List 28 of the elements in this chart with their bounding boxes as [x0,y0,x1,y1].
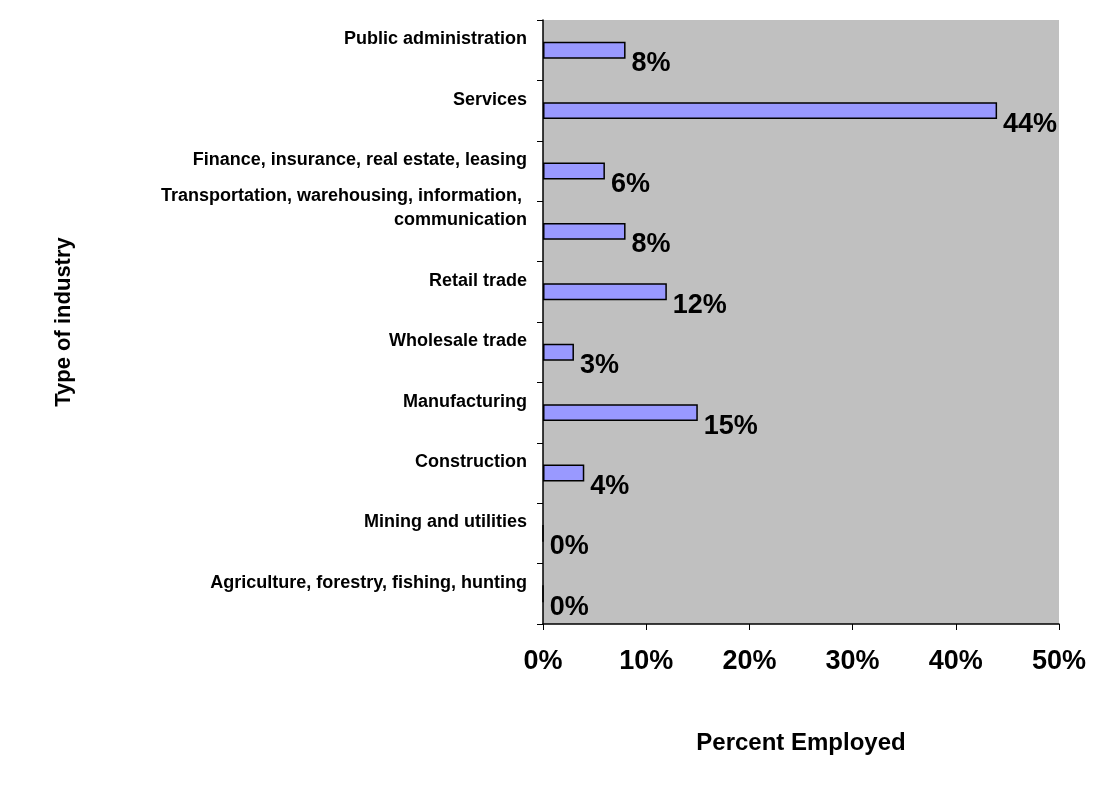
y-tick-label: Services [452,88,527,109]
data-label: 44% [1003,107,1058,138]
x-tick-label: 30% [825,644,880,675]
x-tick-label: 10% [619,644,674,675]
y-tick-label: Manufacturing [403,390,527,411]
y-tick-label: Retail trade [428,269,527,290]
data-label: 0% [549,590,589,621]
y-tick-label: Construction [415,451,527,471]
data-label: 6% [610,168,650,198]
y-tick-label: Agriculture, forestry, fishing, hunting [210,571,527,592]
y-tick-label: Wholesale trade [388,330,527,351]
data-label: 4% [590,470,630,500]
y-tick-label: Transportation, warehousing, information, communication [160,185,527,230]
y-axis-title: Type of industry [49,236,75,407]
x-axis-title: Percent Employed [696,727,906,755]
x-tick-label: 0% [523,644,563,675]
x-tick-label: 50% [1031,644,1087,675]
x-tick-label: 20% [722,644,777,675]
data-label: 0% [549,530,589,561]
y-tick-label: Mining and utilities [364,511,527,532]
data-label: 3% [579,349,619,380]
data-label: 15% [703,409,758,440]
data-label: 8% [631,228,671,259]
data-label: 8% [631,47,671,78]
y-tick-label: Public administration [343,28,527,49]
data-label: 12% [672,288,727,319]
y-tick-label: Finance, insurance, real estate, leasing [192,149,527,169]
x-tick-label: 40% [928,644,983,675]
